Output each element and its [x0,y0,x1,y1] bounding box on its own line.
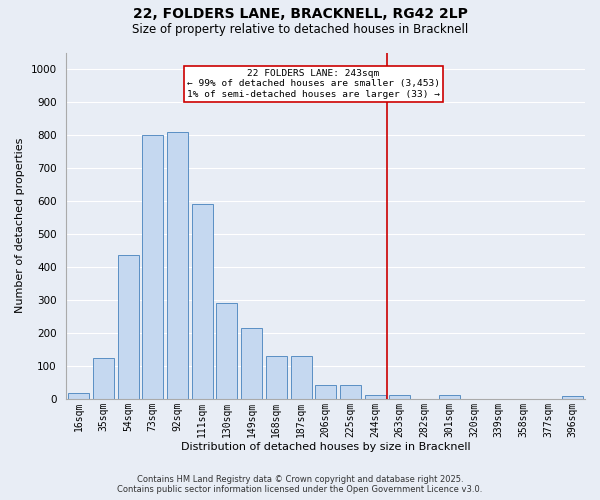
Bar [93,358,114,399]
Bar [365,395,386,399]
Bar [562,396,583,399]
Bar [241,328,262,399]
Bar [290,356,311,399]
Bar [389,395,410,399]
Bar [68,393,89,399]
Bar [340,385,361,399]
Bar [439,395,460,399]
Y-axis label: Number of detached properties: Number of detached properties [15,138,25,314]
Text: 22 FOLDERS LANE: 243sqm
← 99% of detached houses are smaller (3,453)
1% of semi-: 22 FOLDERS LANE: 243sqm ← 99% of detache… [187,69,440,99]
Text: 22, FOLDERS LANE, BRACKNELL, RG42 2LP: 22, FOLDERS LANE, BRACKNELL, RG42 2LP [133,8,467,22]
Bar [167,132,188,399]
Bar [192,204,213,399]
Bar [266,356,287,399]
Bar [118,256,139,399]
Bar [217,303,238,399]
Text: Size of property relative to detached houses in Bracknell: Size of property relative to detached ho… [132,22,468,36]
Bar [315,385,336,399]
Text: Contains HM Land Registry data © Crown copyright and database right 2025.
Contai: Contains HM Land Registry data © Crown c… [118,474,482,494]
Bar [142,135,163,399]
X-axis label: Distribution of detached houses by size in Bracknell: Distribution of detached houses by size … [181,442,470,452]
